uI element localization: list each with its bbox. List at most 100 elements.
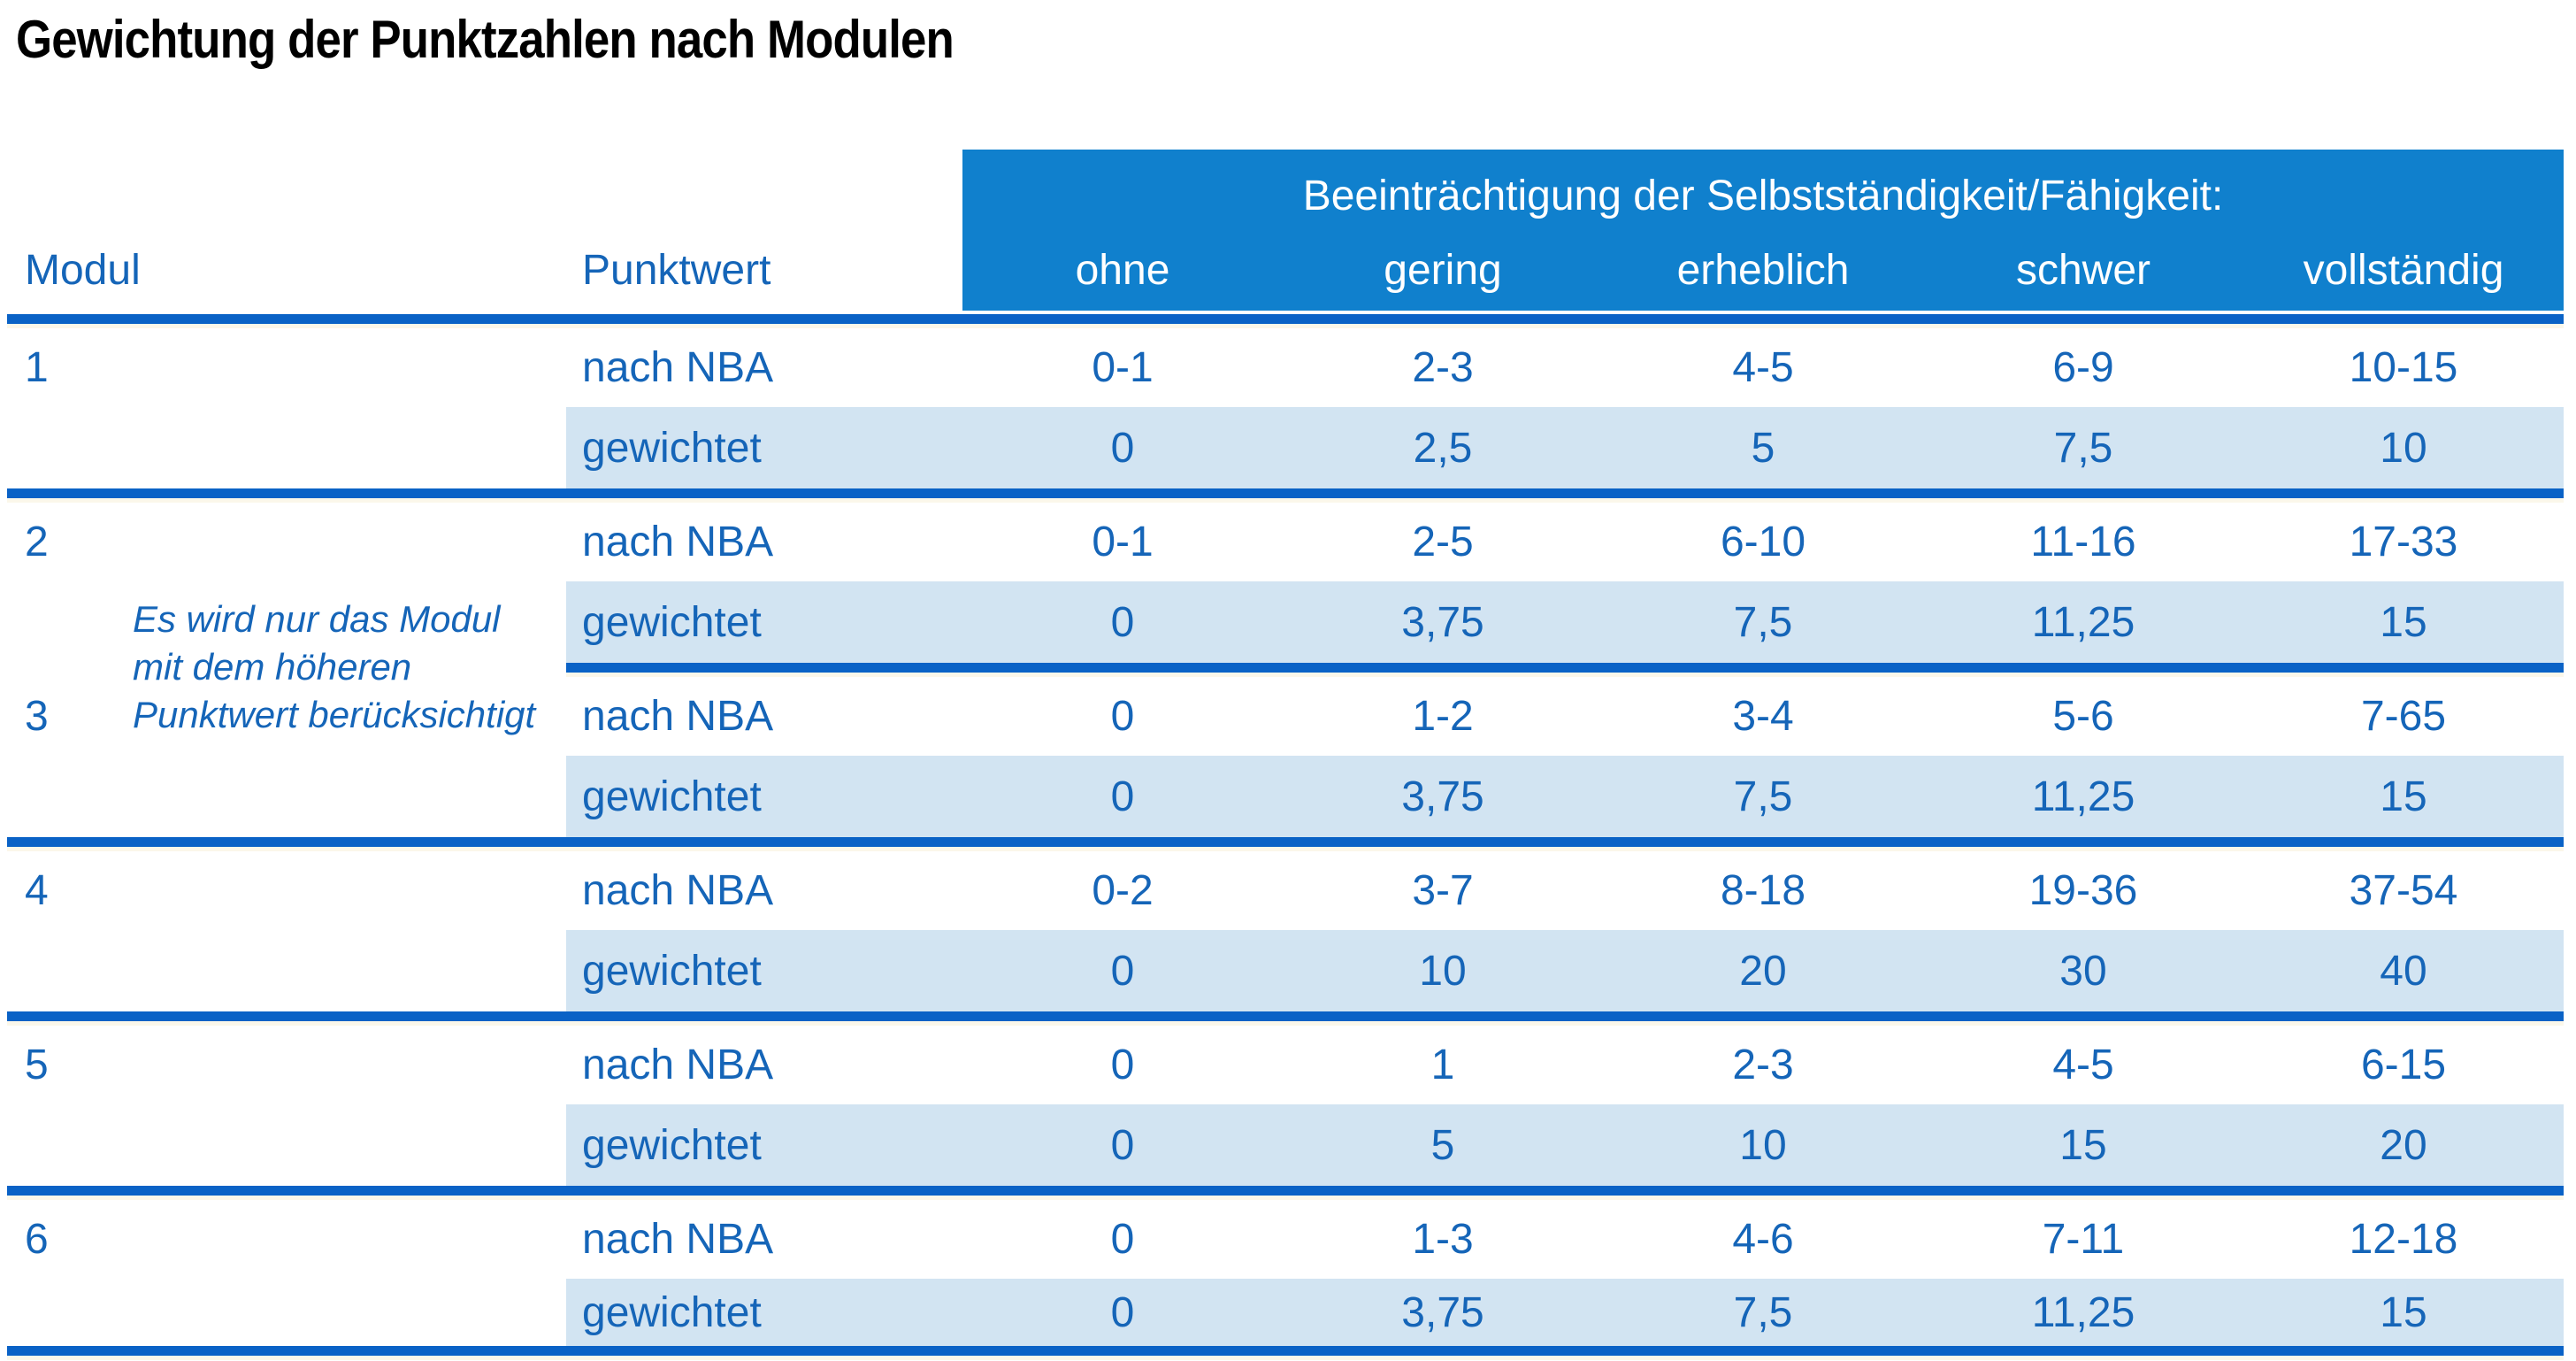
table-bottom-line (7, 1346, 2564, 1360)
nba-value-cell: 11-16 (2030, 519, 2136, 565)
empty-cell (7, 930, 566, 1011)
nba-value-cell: 0-1 (1092, 519, 1154, 565)
note-line: mit dem höheren (133, 646, 412, 688)
weighted-value-cell: 11,25 (1923, 756, 2243, 837)
row-label-weighted: gewichtet (566, 930, 962, 1011)
nba-value-cell: 7-11 (2042, 1216, 2125, 1263)
weighted-value-cell: 7,5 (1603, 756, 1923, 837)
row-label-weighted: gewichtet (566, 1279, 962, 1346)
module-5-weighted-row: gewichtet 0 5 10 15 20 (7, 1104, 2564, 1186)
nba-value-cell: 37-54 (2349, 867, 2458, 914)
empty-cell (7, 407, 566, 488)
nba-value-cell: 0-1 (1092, 344, 1154, 391)
nba-value-cell: 0 (1110, 1042, 1135, 1088)
weighted-value-cell: 0 (962, 756, 1283, 837)
nba-value-cell: 0 (1110, 693, 1135, 740)
weighted-value-cell: 15 (2243, 581, 2564, 663)
nba-value-cell: 3-7 (1412, 867, 1474, 914)
weighted-value-cell: 7,5 (1603, 581, 1923, 663)
severity-header-vollstaendig: vollständig (2303, 246, 2504, 294)
weighted-value-cell: 0 (962, 1104, 1283, 1186)
nba-value-cell: 19-36 (2028, 867, 2138, 914)
weighted-value-cell: 5 (1603, 407, 1923, 488)
weighted-value-cell: 3,75 (1283, 581, 1603, 663)
module-number: 5 (25, 1042, 49, 1088)
weighted-value-cell: 7,5 (1923, 407, 2243, 488)
nba-value-cell: 0 (1110, 1216, 1135, 1263)
impairment-header-block: Beeinträchtigung der Selbstständigkeit/F… (962, 150, 2564, 311)
row-label-nba: nach NBA (582, 519, 774, 565)
module-1-weighted-row: gewichtet 0 2,5 5 7,5 10 (7, 407, 2564, 488)
module-4-nba-row: 4 nach NBA 0-2 3-7 8-18 19-36 37-54 (7, 851, 2564, 930)
weighted-value-cell: 5 (1283, 1104, 1603, 1186)
weighted-value-cell: 40 (2243, 930, 2564, 1011)
nba-value-cell: 1-3 (1412, 1216, 1474, 1263)
page-title: Gewichtung der Punktzahlen nach Modulen (16, 10, 954, 69)
row-label-nba: nach NBA (582, 693, 774, 740)
nba-value-cell: 6-10 (1720, 519, 1806, 565)
module-2-nba-row: 2 nach NBA 0-1 2-5 6-10 11-16 17-33 (7, 503, 2564, 581)
severity-header-erheblich: erheblich (1676, 246, 1850, 294)
nba-value-cell: 7-65 (2360, 693, 2447, 740)
nba-value-cell: 0-2 (1092, 867, 1154, 914)
weighted-value-cell: 20 (2243, 1104, 2564, 1186)
module-4-weighted-row: gewichtet 0 10 20 30 40 (7, 930, 2564, 1011)
module-separator-line (7, 837, 2564, 851)
weighted-value-cell: 0 (962, 407, 1283, 488)
module-number: 2 (25, 519, 49, 565)
note-line: Es wird nur das Modul (133, 598, 501, 640)
weighted-value-cell: 10 (2243, 407, 2564, 488)
module-separator-line (7, 1011, 2564, 1026)
module-3-weighted-row: gewichtet 0 3,75 7,5 11,25 15 (7, 756, 2564, 837)
weighted-value-cell: 11,25 (1923, 581, 2243, 663)
impairment-header: Beeinträchtigung der Selbstständigkeit/F… (1302, 172, 2224, 219)
module-3-nba-row: 3 nach NBA 0 1-2 3-4 5-6 7-65 (7, 677, 2564, 756)
nba-value-cell: 5-6 (2052, 693, 2114, 740)
empty-cell (7, 1279, 566, 1346)
module-note: Es wird nur das Modul mit dem höheren Pu… (133, 596, 535, 739)
row-label-weighted: gewichtet (566, 1104, 962, 1186)
nba-value-cell: 4-6 (1732, 1216, 1794, 1263)
weighted-value-cell: 10 (1603, 1104, 1923, 1186)
punktwert-column-header: Punktwert (582, 247, 771, 294)
nba-value-cell: 8-18 (1720, 867, 1806, 914)
row-label-weighted: gewichtet (566, 407, 962, 488)
weighting-table: Modul Punktwert Beeinträchtigung der Sel… (7, 150, 2564, 1360)
module-number: 6 (25, 1216, 49, 1263)
weighted-value-cell: 15 (2243, 756, 2564, 837)
module-6-weighted-row: gewichtet 0 3,75 7,5 11,25 15 (7, 1279, 2564, 1346)
module-1-nba-row: 1 nach NBA 0-1 2-3 4-5 6-9 10-15 (7, 328, 2564, 407)
row-label-weighted: gewichtet (566, 756, 962, 837)
nba-value-cell: 4-5 (1732, 344, 1794, 391)
weighted-value-cell: 2,5 (1283, 407, 1603, 488)
nba-value-cell: 17-33 (2349, 519, 2458, 565)
row-label-nba: nach NBA (582, 867, 774, 914)
nba-value-cell: 1-2 (1412, 693, 1474, 740)
weighted-value-cell: 0 (962, 1279, 1283, 1346)
weighted-value-cell: 0 (962, 581, 1283, 663)
weighted-value-cell: 3,75 (1283, 1279, 1603, 1346)
module-separator-line (7, 1186, 2564, 1200)
module-5-nba-row: 5 nach NBA 0 1 2-3 4-5 6-15 (7, 1026, 2564, 1104)
nba-value-cell: 10-15 (2349, 344, 2458, 391)
weighted-value-cell: 20 (1603, 930, 1923, 1011)
nba-value-cell: 6-9 (2052, 344, 2114, 391)
weighted-value-cell: 15 (1923, 1104, 2243, 1186)
weighted-value-cell: 3,75 (1283, 756, 1603, 837)
row-label-nba: nach NBA (582, 1216, 774, 1263)
nba-value-cell: 3-4 (1732, 693, 1794, 740)
note-line: Punktwert berücksichtigt (133, 694, 536, 735)
weighted-value-cell: 11,25 (1923, 1279, 2243, 1346)
weighted-value-cell: 0 (962, 930, 1283, 1011)
nba-value-cell: 6-15 (2360, 1042, 2447, 1088)
module-number: 3 (25, 693, 49, 740)
table-header-row: Modul Punktwert Beeinträchtigung der Sel… (7, 150, 2564, 314)
module-2-weighted-row: gewichtet 0 3,75 7,5 11,25 15 (7, 581, 2564, 663)
module-number: 4 (25, 867, 49, 914)
weighted-value-cell: 10 (1283, 930, 1603, 1011)
nba-value-cell: 1 (1430, 1042, 1455, 1088)
row-label-weighted: gewichtet (566, 581, 962, 663)
severity-header-schwer: schwer (2015, 246, 2151, 294)
empty-cell (7, 1104, 566, 1186)
module-separator-line (7, 488, 2564, 503)
